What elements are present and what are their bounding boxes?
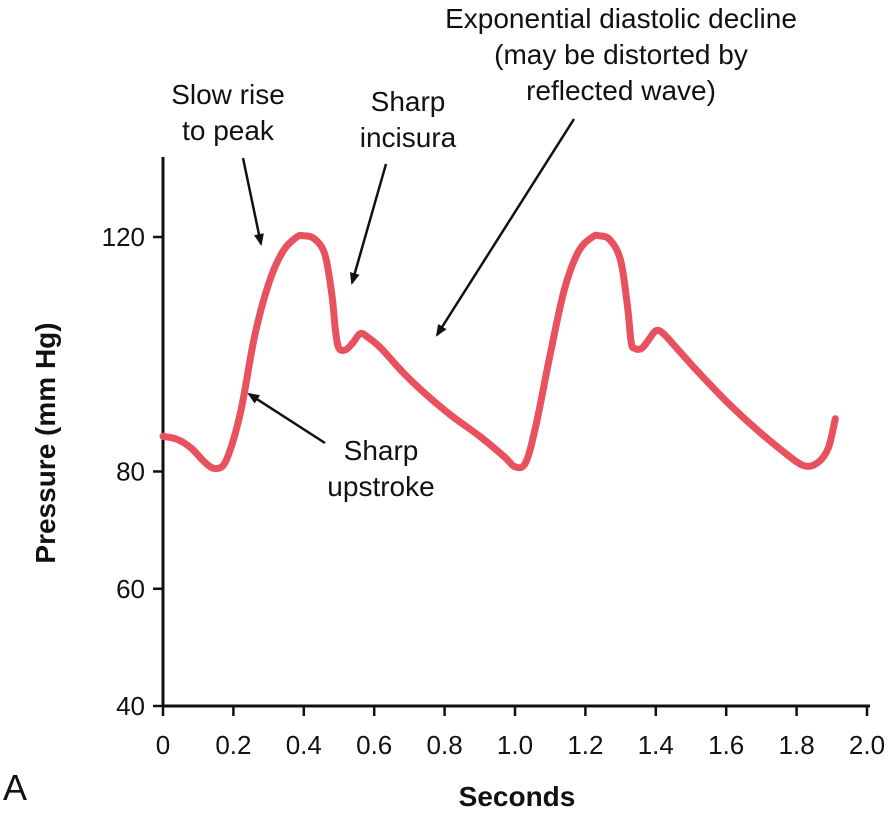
x-tick-label: 1.8: [779, 730, 815, 760]
annotation-sharp-incisura-line-2: incisura: [360, 122, 457, 153]
annotation-sharp-incisura-arrow: [349, 163, 388, 285]
y-axis-ticks: 40 60 80 120: [102, 222, 163, 721]
x-tick-label: 2.0: [849, 730, 885, 760]
annotation-exponential-decline-line-2: (may be distorted by: [494, 39, 748, 70]
x-axis-title: Seconds: [459, 781, 576, 812]
annotation-exponential-decline-line-3: reflected wave): [526, 75, 716, 106]
pressure-series-line: [159, 231, 839, 473]
x-axis-ticks: 0 0.2 0.4 0.6 0.8 1.0 1.2 1.4 1.6 1.8 2.0: [156, 706, 885, 760]
y-tick-label: 80: [116, 457, 145, 487]
y-axis-title: Pressure (mm Hg): [30, 322, 61, 563]
x-tick-label: 0.4: [286, 730, 322, 760]
x-tick-label: 0.2: [215, 730, 251, 760]
annotation-exponential-decline-line-1: Exponential diastolic decline: [445, 3, 797, 34]
annotation-sharp-incisura-line-1: Sharp: [371, 86, 446, 117]
annotation-sharp-incisura: Sharp incisura: [349, 86, 457, 285]
y-tick-label: 40: [116, 691, 145, 721]
annotation-sharp-upstroke: Sharp upstroke: [247, 392, 435, 502]
x-tick-label: 1.4: [638, 730, 674, 760]
y-tick-label: 120: [102, 222, 145, 252]
x-tick-label: 1.6: [708, 730, 744, 760]
annotation-slow-rise-line-2: to peak: [182, 115, 275, 146]
x-tick-label: 1.2: [567, 730, 603, 760]
annotation-sharp-upstroke-line-1: Sharp: [344, 435, 419, 466]
annotation-slow-rise: Slow rise to peak: [171, 79, 285, 246]
x-tick-label: 1.0: [497, 730, 533, 760]
y-tick-label: 60: [116, 574, 145, 604]
x-tick-label: 0: [156, 730, 170, 760]
annotation-exponential-decline-arrow: [435, 118, 576, 337]
panel-label: A: [3, 767, 27, 808]
annotation-slow-rise-arrow: [241, 157, 264, 246]
annotation-exponential-decline: Exponential diastolic decline (may be di…: [435, 3, 797, 337]
annotation-slow-rise-line-1: Slow rise: [171, 79, 285, 110]
x-tick-label: 0.6: [356, 730, 392, 760]
annotation-sharp-upstroke-arrow: [247, 392, 326, 445]
annotation-sharp-upstroke-line-2: upstroke: [327, 471, 434, 502]
x-tick-label: 0.8: [427, 730, 463, 760]
